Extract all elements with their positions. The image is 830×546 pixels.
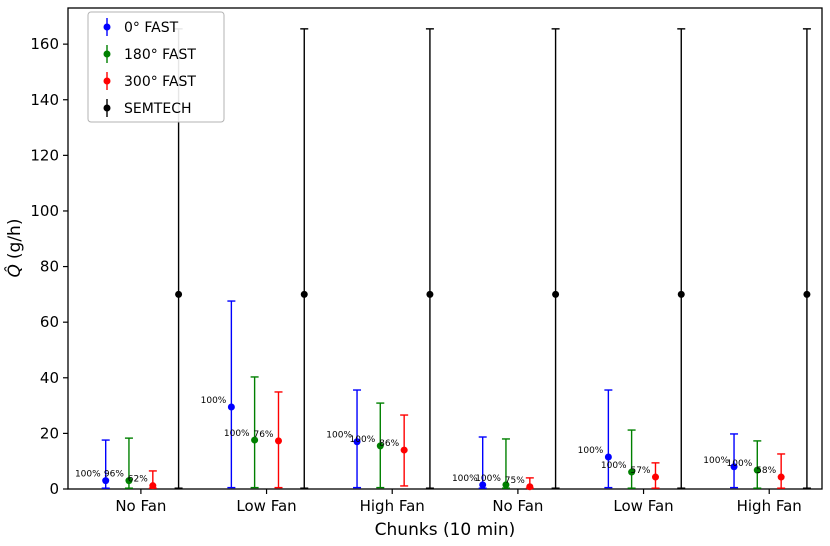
legend-label: 180° FAST xyxy=(124,47,196,63)
data-point-marker xyxy=(628,468,636,476)
data-point-marker xyxy=(604,453,612,461)
data-point-marker xyxy=(353,438,361,446)
data-point-marker xyxy=(479,481,487,489)
point-percent-label: 100% xyxy=(350,435,376,445)
data-point-marker xyxy=(175,290,183,298)
point-percent-label: 100% xyxy=(224,429,250,439)
point-percent-label: 100% xyxy=(703,456,729,466)
point-percent-label: 100% xyxy=(75,470,101,480)
data-point-marker xyxy=(526,483,534,491)
x-tick-label: Low Fan xyxy=(236,497,296,515)
legend-label: 300° FAST xyxy=(124,74,196,90)
data-point-marker xyxy=(730,463,738,471)
data-point-marker xyxy=(102,477,110,485)
point-percent-label: 75% xyxy=(505,476,525,486)
data-point-marker xyxy=(274,437,282,445)
series-0-fast: 100%100%100%100%100%100% xyxy=(75,300,739,489)
series-180-fast: 96%100%100%100%100% 100% xyxy=(104,376,762,489)
x-tick-label: Low Fan xyxy=(613,497,673,515)
point-percent-label: 57% xyxy=(630,466,650,476)
point-percent-label: 100% xyxy=(326,431,352,441)
y-tick-label: 60 xyxy=(40,313,59,331)
y-tick-label: 0 xyxy=(49,480,59,498)
legend-marker xyxy=(103,23,111,31)
y-axis-label-units: (g/h) xyxy=(5,219,25,260)
y-tick-label: 40 xyxy=(40,369,59,387)
data-point-marker xyxy=(400,446,408,454)
legend-marker xyxy=(103,50,111,58)
point-percent-label: 100% xyxy=(578,446,604,456)
data-point-marker xyxy=(677,290,685,298)
point-percent-label: 100% xyxy=(727,459,753,469)
point-percent-label: 86% xyxy=(379,439,399,449)
legend-marker xyxy=(103,77,111,85)
data-point-marker xyxy=(300,290,308,298)
data-point-marker xyxy=(376,442,384,450)
x-tick-label: No Fan xyxy=(492,497,543,515)
legend-label: 0° FAST xyxy=(124,20,179,36)
data-point-marker xyxy=(149,482,157,490)
legend: 0° FAST 180° FAST 300° FAST SEMTECH xyxy=(87,11,225,123)
data-point-marker xyxy=(125,477,133,485)
series-semtech xyxy=(174,28,811,489)
y-axis-label: Q̂ (g/h) xyxy=(4,219,25,278)
point-percent-label: 76% xyxy=(253,430,273,440)
series-300-fast: 62% 76% 86% 75% 57% 58% xyxy=(128,391,786,491)
x-tick-label: High Fan xyxy=(737,497,802,515)
y-tick-label: 100 xyxy=(30,202,59,220)
data-point-marker xyxy=(552,290,560,298)
y-tick-label: 160 xyxy=(30,35,59,53)
point-percent-label: 96% xyxy=(104,470,124,480)
data-point-marker xyxy=(777,473,785,481)
legend-marker xyxy=(103,104,111,112)
plot-border xyxy=(67,7,823,490)
data-point-marker xyxy=(502,481,510,489)
point-percent-label: 100% xyxy=(601,461,627,471)
point-percent-label: 62% xyxy=(128,475,148,485)
y-axis: 0 20 40 60 80 100 120 140 160 xyxy=(30,35,68,498)
data-point-marker xyxy=(227,403,235,411)
point-percent-label: 100% xyxy=(452,474,478,484)
point-percent-label: 58% xyxy=(756,466,776,476)
x-axis-label: Chunks (10 min) xyxy=(375,520,516,540)
y-tick-label: 140 xyxy=(30,91,59,109)
x-tick-label: No Fan xyxy=(115,497,166,515)
x-axis: No Fan Low Fan High Fan No Fan Low Fan High F… xyxy=(115,489,802,515)
data-point-marker xyxy=(426,290,434,298)
data-point-marker xyxy=(251,436,259,444)
y-tick-label: 80 xyxy=(40,258,59,276)
data-point-marker xyxy=(803,290,811,298)
x-tick-label: High Fan xyxy=(360,497,425,515)
data-point-marker xyxy=(651,473,659,481)
point-percent-label: 100% xyxy=(201,396,227,406)
legend-box xyxy=(87,11,225,123)
legend-label: SEMTECH xyxy=(124,101,192,117)
point-percent-label: 100% xyxy=(475,474,501,484)
y-axis-label-variable: Q̂ xyxy=(4,264,25,277)
data-point-marker xyxy=(753,466,761,474)
y-tick-label: 120 xyxy=(30,146,59,164)
y-tick-label: 20 xyxy=(40,424,59,442)
